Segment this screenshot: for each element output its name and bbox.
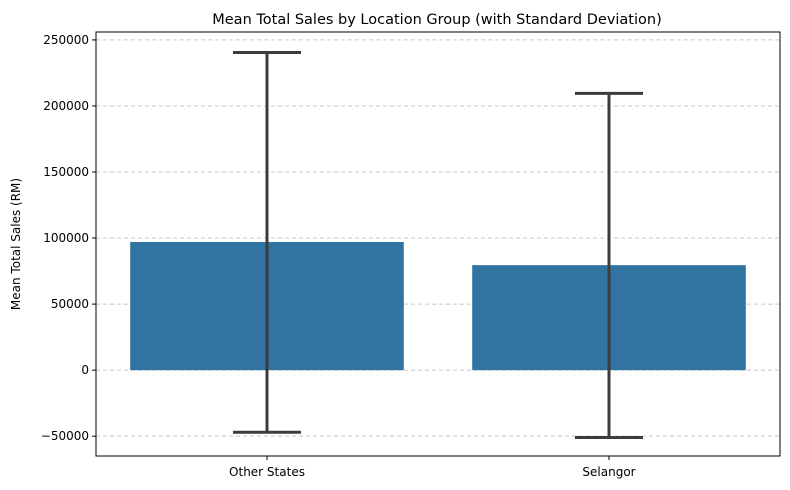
y-tick-label: 100000 xyxy=(43,231,89,245)
plot-frame xyxy=(95,31,781,457)
bars xyxy=(130,242,746,371)
y-tick-label: 150000 xyxy=(43,165,89,179)
y-tick-label: 0 xyxy=(81,363,89,377)
y-tick-label: −50000 xyxy=(41,429,89,443)
chart-title: Mean Total Sales by Location Group (with… xyxy=(212,12,662,28)
y-tick-label: 250000 xyxy=(43,33,89,47)
error-bars xyxy=(233,50,643,440)
y-axis-label: Mean Total Sales (RM) xyxy=(9,178,23,310)
y-tick-label: 50000 xyxy=(51,297,89,311)
x-tick-label: Selangor xyxy=(582,465,635,479)
x-axis-ticks: Other States Selangor xyxy=(229,456,636,479)
y-tick-label: 200000 xyxy=(43,99,89,113)
grid-lines xyxy=(96,39,780,437)
y-axis-ticks: −50000 0 50000 100000 150000 200000 250000 xyxy=(41,33,96,443)
x-tick-label: Other States xyxy=(229,465,305,479)
